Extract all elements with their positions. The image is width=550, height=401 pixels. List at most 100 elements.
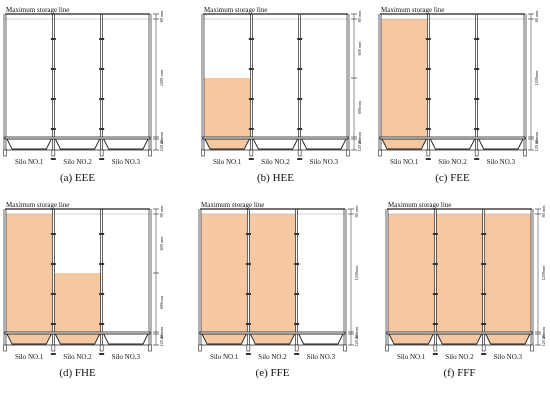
wall-bolt xyxy=(425,128,431,130)
silo-label-2: Silo NO.2 xyxy=(438,158,467,166)
silo-2-fill xyxy=(54,273,101,332)
dimension-label: 20 mm xyxy=(159,326,164,338)
silo-label-1: Silo NO.1 xyxy=(390,158,419,166)
wall-bolt xyxy=(50,263,56,265)
silo-2-hopper xyxy=(54,333,101,345)
silo-label-2: Silo NO.2 xyxy=(63,353,92,361)
wall-bolt xyxy=(99,233,105,235)
silo-2-fill xyxy=(249,214,296,332)
silo-2-hopper xyxy=(429,138,476,150)
silo-label-3: Silo NO.3 xyxy=(310,158,339,166)
silo-1-hopper-fill xyxy=(204,139,251,149)
support-leg xyxy=(99,344,104,352)
support-leg xyxy=(378,149,382,157)
support-leg xyxy=(346,149,350,157)
max-storage-line-label: Maximum storage line xyxy=(381,6,444,14)
silo-1-hopper xyxy=(381,138,427,150)
silo-3-hopper xyxy=(478,138,524,150)
panel-b: Maximum storage line Silo NO.1 Silo NO.2 Si… xyxy=(201,6,362,184)
wall-bolt xyxy=(248,38,254,40)
support-leg xyxy=(246,344,251,352)
wall-bolt xyxy=(432,233,438,235)
silo-2-fill xyxy=(436,214,483,332)
support-leg xyxy=(433,344,438,352)
wall-bolt xyxy=(99,353,105,355)
dimension-label: 1200mm xyxy=(354,265,359,281)
wall-bolt xyxy=(297,98,303,100)
dimension-label: 80 mm xyxy=(534,10,539,22)
support-leg xyxy=(297,149,302,157)
wall-bolt xyxy=(99,263,105,265)
silo-label-2: Silo NO.2 xyxy=(63,158,92,166)
wall-bolt xyxy=(245,353,251,355)
panel-caption: (e) FFE xyxy=(256,367,290,379)
support-leg xyxy=(523,149,527,157)
wall-bolt xyxy=(248,98,254,100)
panel-caption: (c) FEE xyxy=(435,172,470,184)
silo-label-2: Silo NO.2 xyxy=(261,158,290,166)
silo-label-2: Silo NO.2 xyxy=(258,353,287,361)
max-storage-line-label: Maximum storage line xyxy=(6,201,69,209)
silo-2-hopper-fill xyxy=(54,334,101,344)
wall-bolt xyxy=(99,38,105,40)
support-leg xyxy=(51,344,56,352)
silo-2-hopper-fill xyxy=(249,334,296,344)
wall-bolt xyxy=(432,323,438,325)
wall-bolt xyxy=(50,323,56,325)
wall-bolt xyxy=(297,158,303,160)
silo-3-fill xyxy=(484,214,531,332)
silo-2-hopper xyxy=(249,333,296,345)
support-leg xyxy=(3,149,7,157)
dimension-label: 20 mm xyxy=(534,131,539,143)
wall-bolt xyxy=(99,158,105,160)
wall-bolt xyxy=(245,263,251,265)
panel-caption: (a) EEE xyxy=(60,172,95,184)
wall-bolt xyxy=(294,323,300,325)
dimension-label: 600 mm xyxy=(159,236,164,251)
support-leg xyxy=(51,149,56,157)
wall-bolt xyxy=(481,293,487,295)
silo-2-hopper xyxy=(54,138,101,150)
silo-1-fill xyxy=(381,19,428,137)
panel-d: Maximum storage line Silo NO.1 Silo NO.2 Si… xyxy=(3,201,164,379)
silo-3-hopper xyxy=(301,138,347,150)
wall-bolt xyxy=(248,158,254,160)
wall-bolt xyxy=(432,353,438,355)
wall-bolt xyxy=(425,68,431,70)
wall-bolt xyxy=(294,233,300,235)
dimension-label: 600mm xyxy=(357,100,362,114)
silo-2-hopper-fill xyxy=(436,334,483,344)
wall-bolt xyxy=(474,68,480,70)
silo-1-hopper xyxy=(388,333,434,345)
silo-1-hopper-fill xyxy=(381,139,428,149)
silo-3-hopper xyxy=(103,333,149,345)
silo-label-3: Silo NO.3 xyxy=(487,158,516,166)
silo-3-hopper xyxy=(103,138,149,150)
support-leg xyxy=(201,149,205,157)
wall-bolt xyxy=(297,68,303,70)
wall-bolt xyxy=(245,323,251,325)
silo-3-hopper xyxy=(298,333,344,345)
silo-1-hopper-fill xyxy=(388,334,435,344)
wall-bolt xyxy=(50,293,56,295)
dimension-label: 120 mm xyxy=(534,137,539,152)
wall-bolt xyxy=(432,293,438,295)
silo-1-fill xyxy=(201,214,248,332)
wall-bolt xyxy=(481,263,487,265)
wall-bolt xyxy=(425,38,431,40)
wall-bolt xyxy=(99,68,105,70)
support-leg xyxy=(198,344,202,352)
support-leg xyxy=(148,149,152,157)
dimension-label: 20 mm xyxy=(354,326,359,338)
support-leg xyxy=(294,344,299,352)
silo-label-1: Silo NO.1 xyxy=(15,353,44,361)
silo-label-1: Silo NO.1 xyxy=(213,158,242,166)
panel-caption: (b) HEE xyxy=(257,172,294,184)
wall-bolt xyxy=(432,263,438,265)
silo-label-1: Silo NO.1 xyxy=(397,353,426,361)
wall-bolt xyxy=(425,98,431,100)
wall-bolt xyxy=(297,128,303,130)
max-storage-line-label: Maximum storage line xyxy=(6,6,69,14)
dimension-label: 20 mm xyxy=(541,326,546,338)
wall-bolt xyxy=(248,68,254,70)
